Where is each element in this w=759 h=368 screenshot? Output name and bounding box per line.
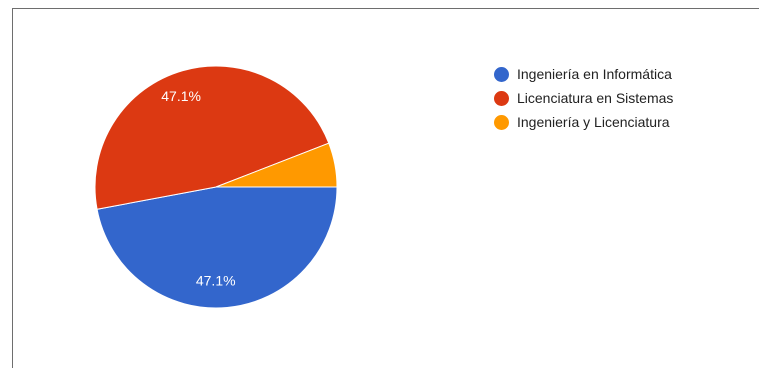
pie-chart: 47.1% 47.1%: [94, 65, 338, 309]
pie-slice-ingenieria-informatica[interactable]: [96, 186, 338, 309]
slice-value-label: 47.1%: [161, 88, 201, 104]
legend-label: Ingeniería y Licenciatura: [517, 114, 670, 130]
legend-swatch-icon: [494, 114, 509, 130]
legend: Ingeniería en Informática Licenciatura e…: [494, 62, 673, 134]
pie-slice-ingenieria-y-licenciatura[interactable]: [215, 142, 338, 188]
pie-slice-licenciatura-sistemas[interactable]: [94, 65, 330, 210]
legend-label: Ingeniería en Informática: [517, 66, 672, 82]
legend-item-licenciatura-sistemas[interactable]: Licenciatura en Sistemas: [494, 86, 673, 110]
slice-value-label: 47.1%: [196, 273, 236, 289]
legend-label: Licenciatura en Sistemas: [517, 90, 674, 106]
legend-swatch-icon: [494, 90, 509, 106]
legend-swatch-icon: [494, 66, 509, 82]
chart-frame: [12, 8, 759, 368]
legend-item-ingenieria-informatica[interactable]: Ingeniería en Informática: [494, 62, 673, 86]
legend-item-ingenieria-y-licenciatura[interactable]: Ingeniería y Licenciatura: [494, 110, 673, 134]
